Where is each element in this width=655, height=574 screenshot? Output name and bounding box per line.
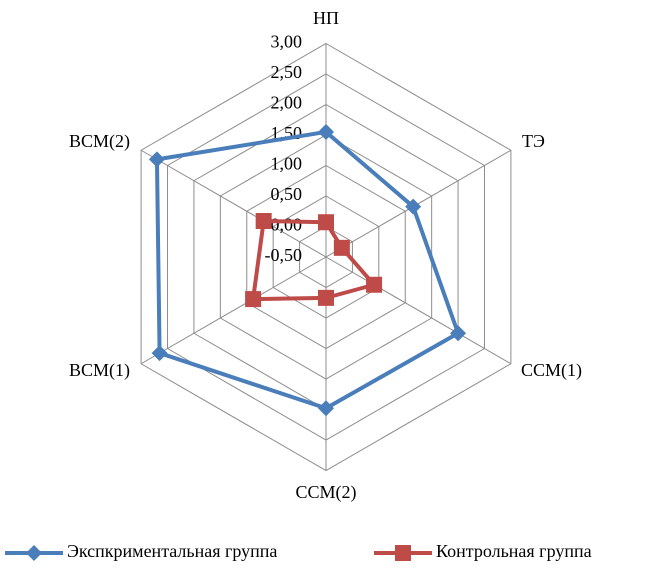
category-label: ТЭ	[522, 131, 545, 151]
tick-label: 0,50	[271, 184, 303, 204]
tick-label: 2,00	[271, 93, 303, 113]
marker	[26, 545, 42, 561]
category-label: НП	[313, 8, 339, 28]
marker	[318, 400, 334, 417]
tick-label: -0,50	[265, 245, 303, 265]
legend-label: Контрольная группа	[436, 541, 592, 561]
series-line	[154, 129, 461, 411]
tick-label: 3,00	[271, 32, 303, 52]
spoke	[140, 149, 327, 258]
category-label: ВСМ(2)	[69, 131, 130, 152]
legend-label: Экспкриментальная группа	[67, 541, 277, 561]
marker	[450, 325, 467, 342]
marker	[318, 123, 334, 140]
tick-label: 2,50	[271, 62, 303, 82]
category-label: ССМ(2)	[295, 482, 356, 503]
spoke	[325, 149, 512, 258]
category-label: ВСМ(1)	[69, 360, 130, 381]
category-label: ССМ(1)	[521, 360, 582, 381]
marker	[395, 545, 411, 561]
marker	[245, 291, 262, 308]
marker	[255, 213, 272, 230]
marker	[366, 276, 383, 293]
marker	[405, 198, 422, 215]
marker	[151, 345, 168, 362]
marker	[318, 214, 334, 231]
tick-label: 0,00	[271, 215, 303, 235]
spoke	[325, 256, 512, 365]
marker	[333, 239, 350, 256]
marker	[148, 151, 165, 168]
tick-label: 1,00	[271, 154, 303, 174]
spoke	[140, 256, 327, 365]
marker	[318, 289, 334, 306]
